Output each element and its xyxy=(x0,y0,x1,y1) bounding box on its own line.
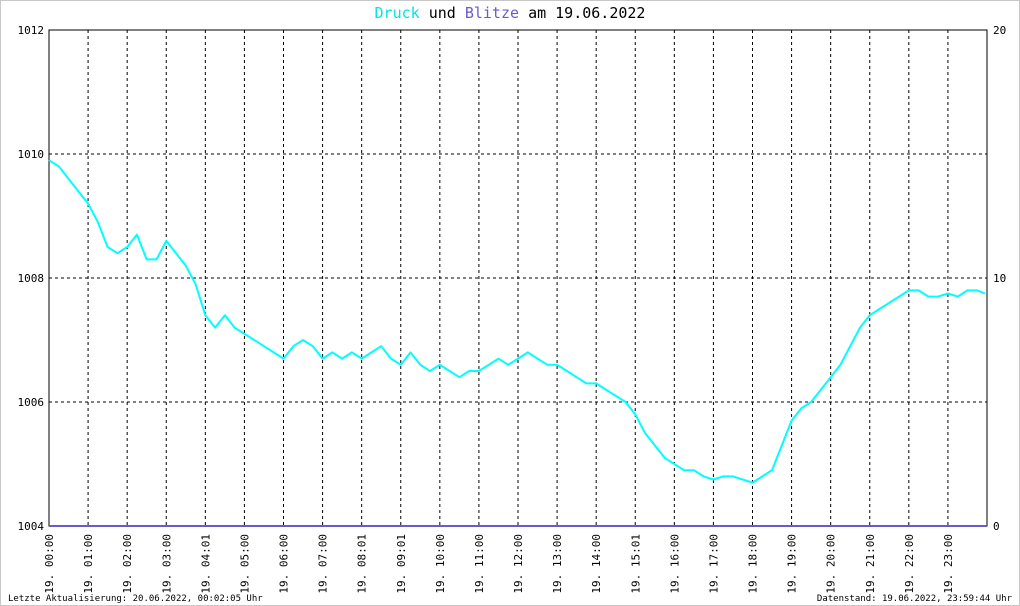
y-right-tick-label: 0 xyxy=(993,520,1000,533)
y-right-tick-label: 10 xyxy=(993,272,1006,285)
x-tick-label: 19. 11:00 xyxy=(473,534,486,594)
x-tick-label: 19. 02:00 xyxy=(121,534,134,594)
x-tick-label: 19. 22:00 xyxy=(903,534,916,594)
x-tick-label: 19. 13:00 xyxy=(551,534,564,594)
grid-lines xyxy=(49,30,987,526)
series-layer xyxy=(48,159,987,527)
title-blitze: Blitze xyxy=(464,4,520,22)
x-tick-label: 19. 20:00 xyxy=(825,534,838,594)
x-tick-label: 19. 09:01 xyxy=(395,534,408,594)
title-und: und xyxy=(428,4,456,22)
data-timestamp: Datenstand: 19.06.2022, 23:59:44 Uhr xyxy=(816,594,1012,604)
y-left-tick-label: 1006 xyxy=(18,396,45,409)
x-tick-label: 19. 14:00 xyxy=(590,534,603,594)
x-tick-label: 19. 05:00 xyxy=(238,534,251,594)
series-line-druck xyxy=(48,159,986,484)
y-left-tick-label: 1008 xyxy=(18,272,45,285)
y-left-tick-label: 1004 xyxy=(18,520,45,533)
tick-labels: 1004 1006 1008 1010 1012 0 10 20 19. 00:00 19. 01… xyxy=(18,24,1007,594)
x-tick-label: 19. 04:01 xyxy=(199,534,212,594)
y-right-tick-label: 20 xyxy=(993,24,1006,37)
x-tick-label: 19. 15:01 xyxy=(629,534,642,594)
x-tick-label: 19. 21:00 xyxy=(864,534,877,594)
last-update: Letzte Aktualisierung: 20.06.2022, 00:02… xyxy=(8,594,263,604)
x-tick-label: 19. 03:00 xyxy=(160,534,173,594)
x-tick-label: 19. 01:00 xyxy=(82,534,95,594)
x-tick-label: 19. 10:00 xyxy=(434,534,447,594)
x-tick-label: 19. 00:00 xyxy=(43,534,56,594)
x-tick-label: 19. 17:00 xyxy=(707,534,720,594)
title-date: am 19.06.2022 xyxy=(528,4,646,22)
x-tick-label: 19. 06:00 xyxy=(278,534,291,594)
title-druck: Druck xyxy=(374,4,420,22)
x-tick-label: 19. 19:00 xyxy=(786,534,799,594)
y-left-tick-label: 1012 xyxy=(18,24,45,37)
y-left-tick-label: 1010 xyxy=(18,148,45,161)
x-tick-label: 19. 08:01 xyxy=(356,534,369,594)
x-tick-label: 19. 23:00 xyxy=(942,534,955,594)
x-tick-label: 19. 16:00 xyxy=(668,534,681,594)
chart-title: Druck und Blitze am 19.06.2022 xyxy=(0,4,1020,22)
x-tick-label: 19. 07:00 xyxy=(317,534,330,594)
x-tick-label: 19. 18:00 xyxy=(747,534,760,594)
x-tick-label: 19. 12:00 xyxy=(512,534,525,594)
